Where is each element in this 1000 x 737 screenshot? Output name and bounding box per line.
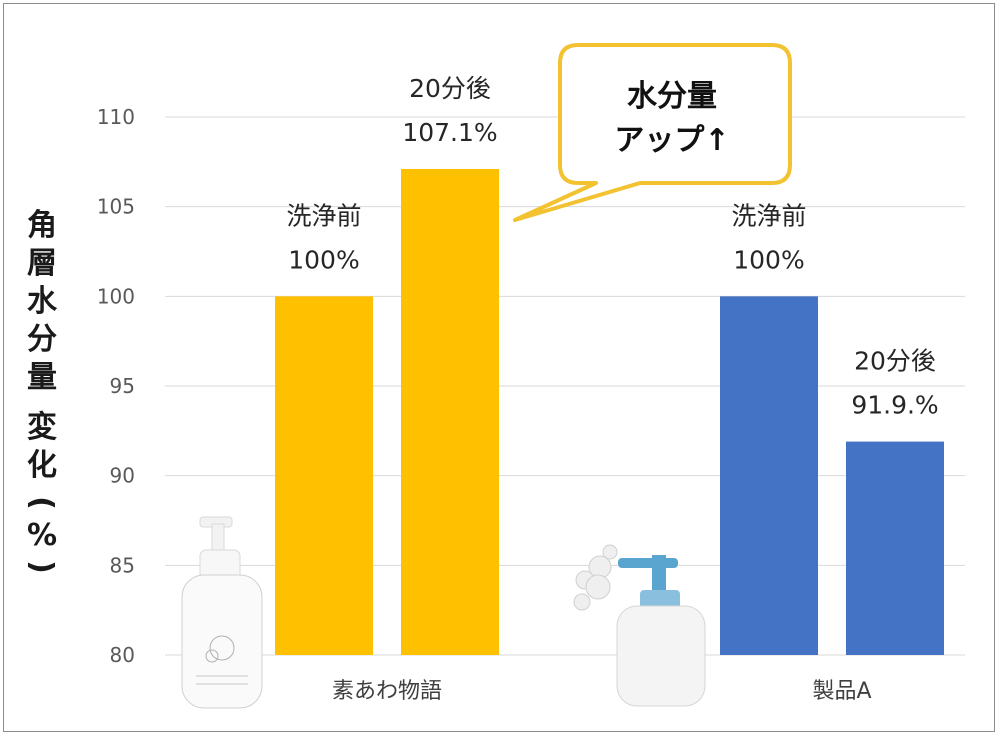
data-label-value: 91.9.%	[851, 391, 938, 420]
data-label-timing: 洗浄前	[731, 201, 806, 230]
data-label-timing: 洗浄前	[286, 201, 361, 230]
bar	[275, 296, 373, 655]
data-labels: 洗浄前 100% 20分後 107.1% 洗浄前 100% 20分後 91.9.%	[286, 74, 938, 420]
data-label-value: 100%	[733, 245, 804, 274]
y-axis-label-char: 角	[27, 208, 57, 243]
y-axis-label-char: (	[24, 496, 59, 510]
bar	[846, 441, 944, 655]
y-tick-label: 80	[110, 643, 135, 667]
y-axis-label-char: 層	[27, 246, 57, 281]
y-tick-labels: 80 85 90 95 100 105 110	[97, 105, 135, 667]
soap-bottle-product-icon	[181, 516, 263, 709]
data-label-timing: 20分後	[854, 347, 936, 376]
y-tick-label: 105	[97, 195, 135, 219]
y-axis-label-char: 水	[27, 284, 58, 319]
y-axis-label-char: 量	[27, 360, 57, 395]
y-tick-label: 95	[110, 374, 135, 398]
bars	[275, 169, 944, 656]
y-axis-label-char: 変	[27, 410, 57, 445]
callout-line-2: アップ↑	[614, 123, 729, 158]
data-label-value: 107.1%	[402, 118, 497, 147]
y-axis-label-char: 化	[27, 448, 57, 483]
bar	[401, 169, 499, 656]
y-axis-label-char: )	[24, 560, 59, 574]
pump-bottle-icon	[573, 544, 706, 707]
callout-line-1: 水分量	[627, 79, 717, 114]
x-category-label: 素あわ物語	[332, 679, 442, 704]
x-category-label: 製品A	[812, 679, 871, 704]
y-axis-label-char: 分	[27, 322, 57, 357]
x-category-labels: 素あわ物語 製品A	[332, 679, 872, 704]
callout-bubble: 水分量 アップ↑	[513, 43, 792, 222]
y-tick-label: 85	[110, 553, 135, 577]
y-tick-label: 90	[110, 464, 135, 488]
y-tick-label: 110	[97, 105, 135, 129]
y-tick-label: 100	[97, 284, 135, 308]
bar	[720, 296, 818, 655]
y-axis-label-char: %	[27, 518, 57, 553]
data-label-value: 100%	[288, 245, 359, 274]
data-label-timing: 20分後	[409, 74, 491, 103]
